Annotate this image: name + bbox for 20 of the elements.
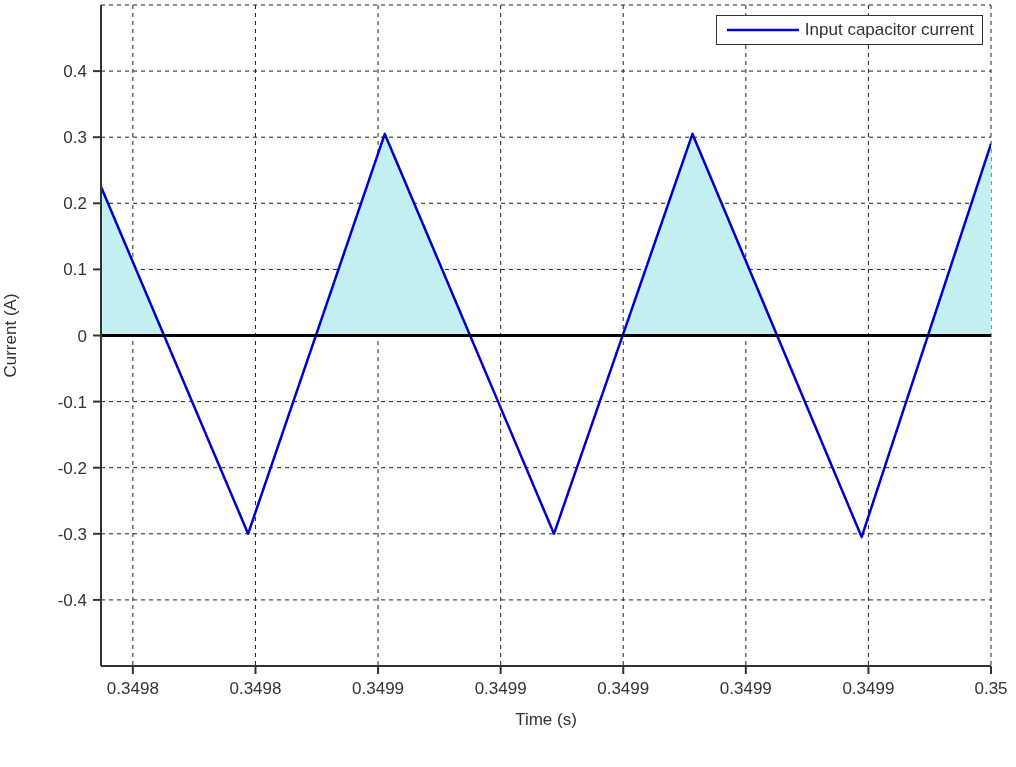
x-axis-title: Time (s) xyxy=(515,710,577,729)
x-tick-label: 0.3498 xyxy=(106,679,159,698)
x-tick-label: 0.35 xyxy=(974,679,1008,698)
y-tick-label: 0 xyxy=(77,326,87,346)
x-tick-label: 0.3498 xyxy=(229,679,282,698)
x-tick-label: 0.3499 xyxy=(719,679,772,698)
y-tick-label: 0.2 xyxy=(63,194,87,214)
y-tick-label: -0.3 xyxy=(57,524,87,544)
x-tick-label: 0.3499 xyxy=(597,679,650,698)
y-tick-label: 0.1 xyxy=(63,260,87,280)
x-tick-label: 0.3499 xyxy=(352,679,405,698)
y-tick-label: 0.3 xyxy=(63,128,87,148)
x-tick-label: 0.3499 xyxy=(842,679,895,698)
legend-label: Input capacitor current xyxy=(804,20,974,40)
y-tick-label: -0.1 xyxy=(57,392,87,412)
x-tick-label: 0.3499 xyxy=(474,679,527,698)
y-tick-label: -0.4 xyxy=(57,590,87,610)
y-axis-title: Current (A) xyxy=(1,293,21,378)
y-tick-label: -0.2 xyxy=(57,458,87,478)
y-tick-label: 0.4 xyxy=(63,62,87,82)
